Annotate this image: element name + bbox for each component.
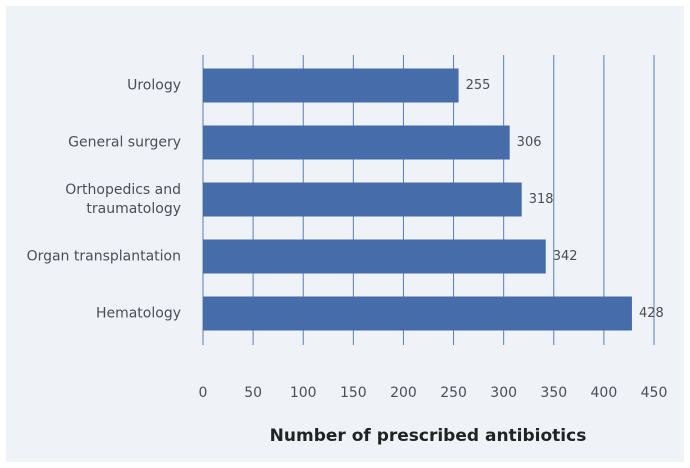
data-label: 306 xyxy=(517,135,542,150)
bar xyxy=(203,296,632,331)
y-tick-label: Hematology xyxy=(95,305,181,321)
bar xyxy=(203,68,459,103)
x-tick-label: 150 xyxy=(340,385,367,401)
x-tick-label: 200 xyxy=(390,385,417,401)
x-tick-label: 250 xyxy=(440,385,467,401)
x-tick-label: 50 xyxy=(244,385,262,401)
x-tick-label: 100 xyxy=(290,385,317,401)
data-label: 428 xyxy=(639,306,664,321)
data-label: 342 xyxy=(553,249,578,264)
x-tick-label: 350 xyxy=(540,385,567,401)
bar xyxy=(203,239,546,274)
x-tick-label: 400 xyxy=(591,385,618,401)
bar xyxy=(203,125,510,160)
x-tick-label: 450 xyxy=(641,385,668,401)
y-tick-label: Orthopedics and traumatology xyxy=(65,181,181,217)
data-label: 318 xyxy=(529,192,554,207)
y-tick-label: Organ transplantation xyxy=(26,248,181,264)
data-label: 255 xyxy=(466,78,491,93)
x-axis-title: Number of prescribed antibiotics xyxy=(270,426,587,446)
bar xyxy=(203,182,522,217)
y-tick-label: Urology xyxy=(127,77,181,93)
x-tick-label: 300 xyxy=(490,385,517,401)
y-tick-label: General surgery xyxy=(68,134,181,150)
x-tick-label: 0 xyxy=(199,385,208,401)
